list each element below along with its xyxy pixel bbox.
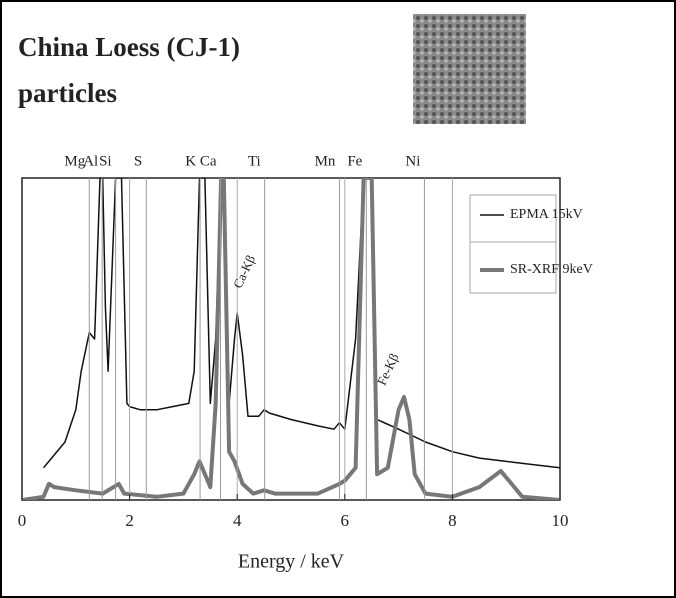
series-line <box>22 178 560 500</box>
plot-clip <box>22 178 560 500</box>
element-label: Ti <box>248 153 261 169</box>
x-tick-label: 2 <box>125 511 134 530</box>
element-label: Al <box>83 153 98 169</box>
legend-box <box>469 194 557 294</box>
element-label: Ca <box>200 153 217 169</box>
legend: EPMA 15kV SR-XRF 9keV <box>469 194 593 294</box>
element-label: Mg <box>64 153 85 169</box>
x-tick-label: 8 <box>448 511 457 530</box>
element-label: Ni <box>405 153 420 169</box>
element-label: Si <box>99 153 112 169</box>
particle-image <box>413 14 526 124</box>
x-tick-label: 4 <box>233 511 242 530</box>
element-label: K <box>185 153 196 169</box>
legend-label: SR-XRF 9keV <box>510 262 593 277</box>
x-tick-label: 6 <box>341 511 350 530</box>
subtitle: particles <box>18 78 117 108</box>
element-label: Mn <box>315 153 336 169</box>
x-tick-label: 10 <box>552 511 569 530</box>
x-tick-label: 0 <box>18 511 27 530</box>
element-label: Fe <box>347 153 362 169</box>
title: China Loess (CJ-1) <box>18 32 240 62</box>
element-label: S <box>134 153 142 169</box>
legend-label: EPMA 15kV <box>510 207 583 222</box>
x-axis-label: Energy / keV <box>238 551 345 573</box>
